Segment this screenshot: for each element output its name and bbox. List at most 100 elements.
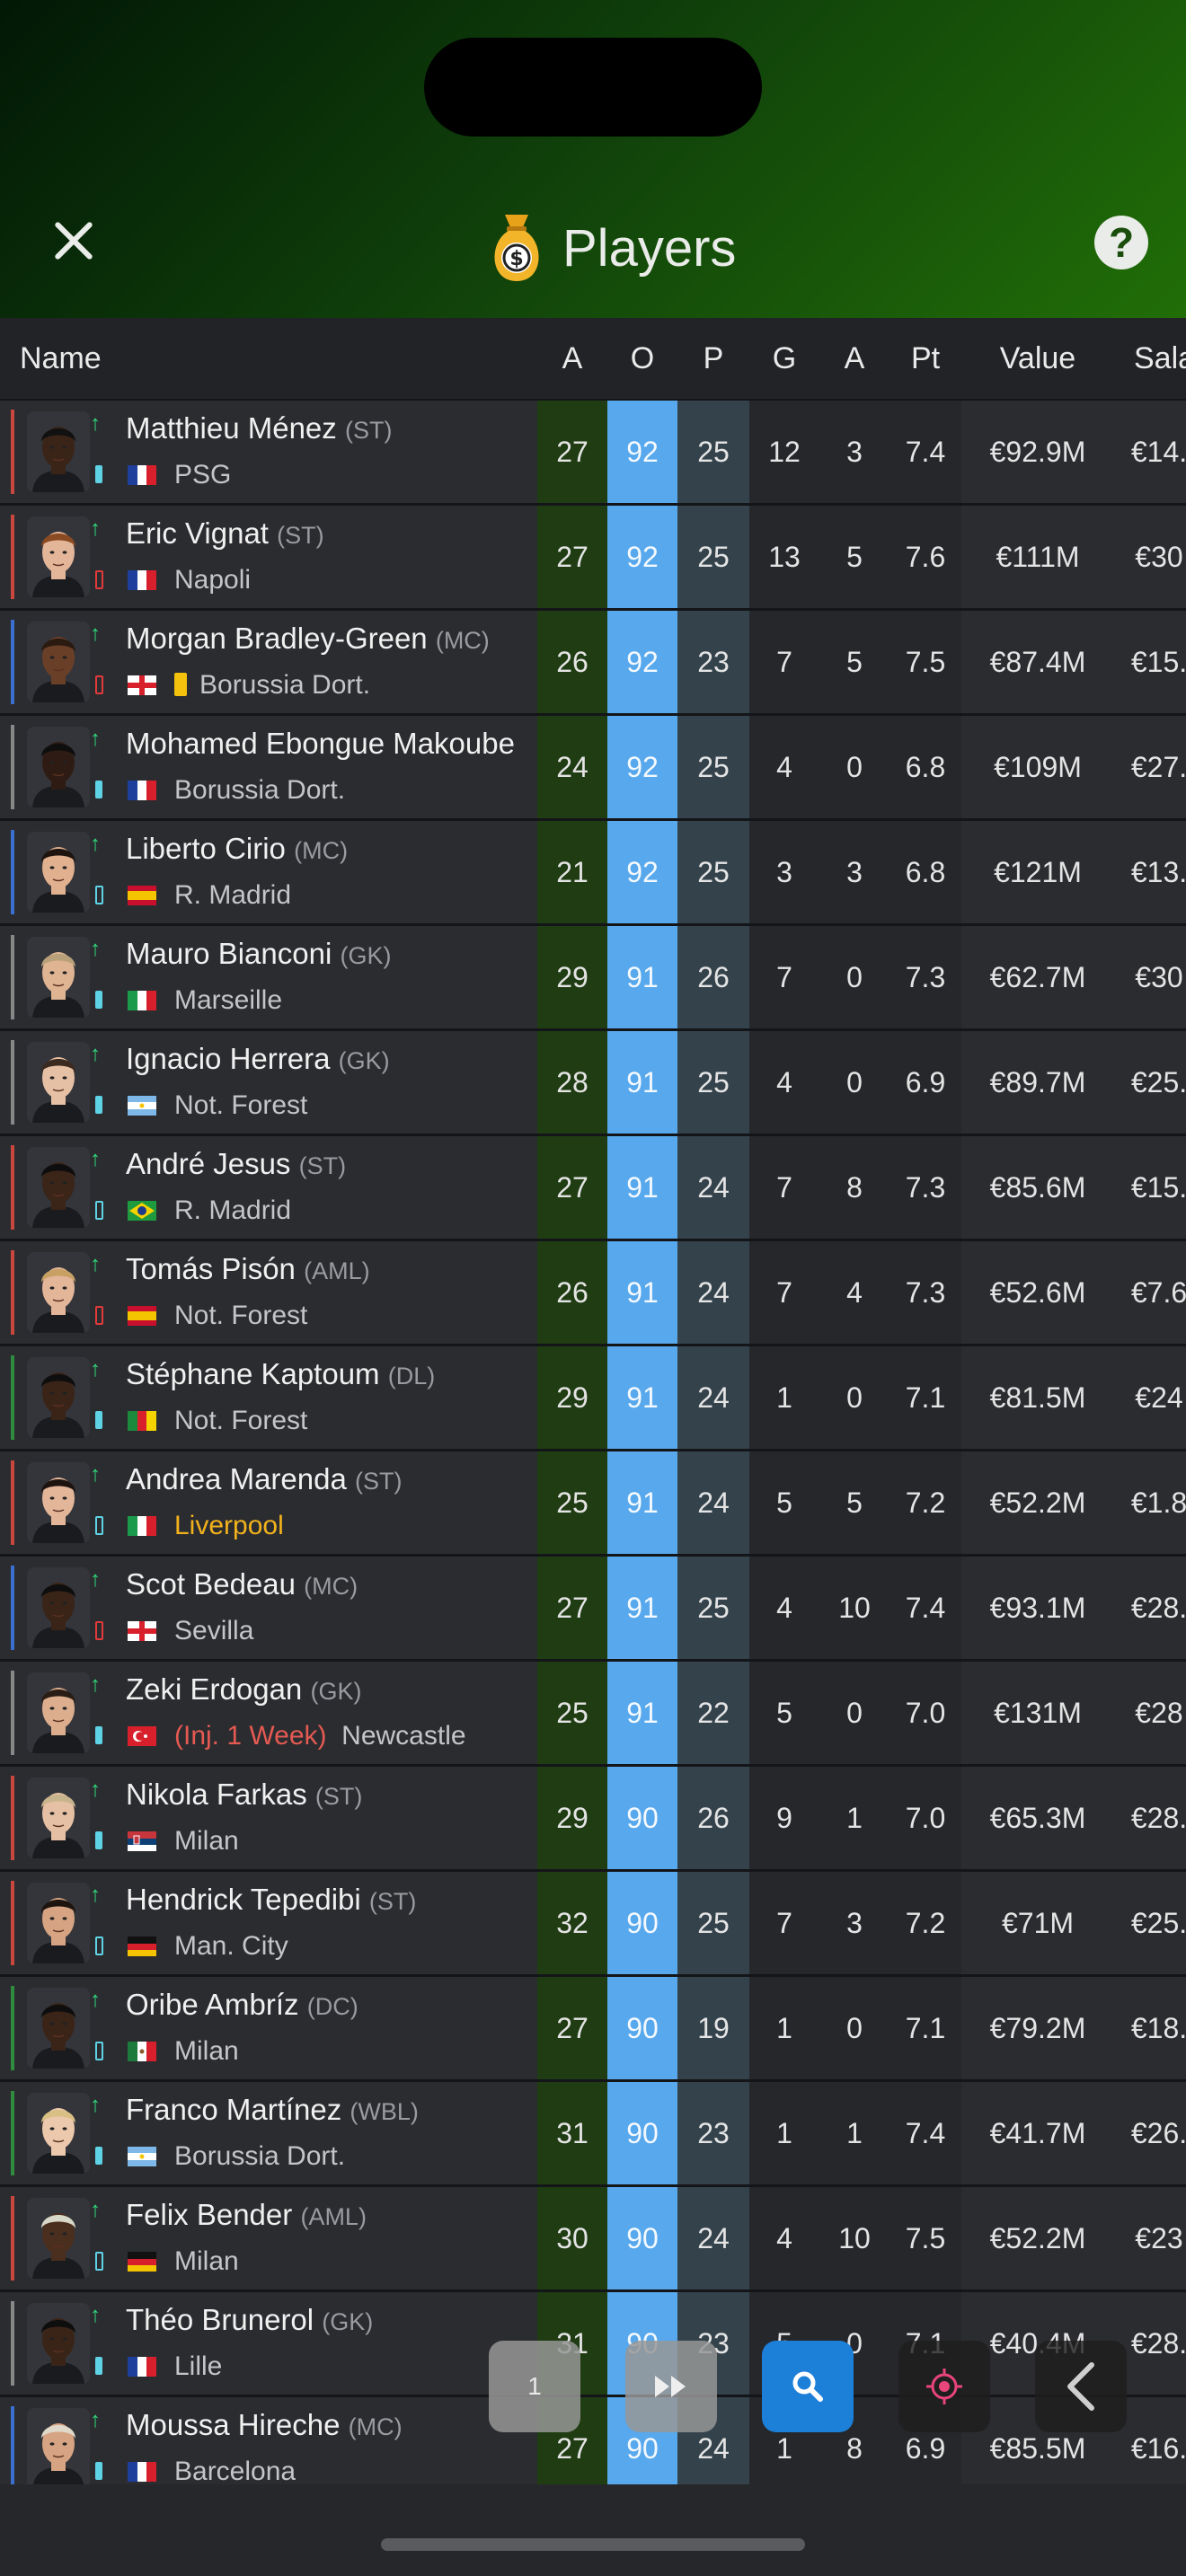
col-potential[interactable]: P xyxy=(703,341,724,375)
battery-icon xyxy=(95,570,103,589)
battery-icon xyxy=(95,1936,103,1955)
player-name[interactable]: Matthieu Ménez (ST) xyxy=(126,411,393,445)
up-arrow-icon: ↑ xyxy=(90,1778,101,1802)
position-stripe xyxy=(11,410,14,494)
table-row[interactable]: ↑ Zeki Erdogan (GK) (Inj. 1 Week) Newcas… xyxy=(0,1662,1186,1767)
close-icon[interactable] xyxy=(45,212,102,269)
flag-icon xyxy=(128,1936,156,1956)
back-button[interactable] xyxy=(1035,2341,1127,2432)
player-name[interactable]: Nikola Farkas (ST) xyxy=(126,1778,363,1811)
flag-icon xyxy=(128,1306,156,1326)
goals-cell: 3 xyxy=(749,821,819,923)
up-arrow-icon: ↑ xyxy=(90,1147,101,1171)
salary-cell: €27. xyxy=(1114,716,1186,818)
player-name[interactable]: Liberto Cirio (MC) xyxy=(126,832,349,865)
table-row[interactable]: ↑ Eric Vignat (ST) Napoli 27 92 25 13 5 … xyxy=(0,506,1186,611)
table-row[interactable]: ↑ Ignacio Herrera (GK) Not. Forest 28 91… xyxy=(0,1031,1186,1136)
player-name[interactable]: Tomás Pisón (AML) xyxy=(126,1252,370,1285)
table-row[interactable]: ↑ Hendrick Tepedibi (ST) Man. City 32 90… xyxy=(0,1872,1186,1977)
table-row[interactable]: ↑ Tomás Pisón (AML) Not. Forest 26 91 24… xyxy=(0,1241,1186,1346)
overall-cell: 90 xyxy=(607,2082,677,2184)
overall-cell: 91 xyxy=(607,1136,677,1239)
points-cell: 7.0 xyxy=(890,1767,961,1869)
assists-cell: 8 xyxy=(819,1136,890,1239)
table-row[interactable]: ↑ Mohamed Ebongue Makoube Borussia Dort.… xyxy=(0,716,1186,821)
up-arrow-icon: ↑ xyxy=(90,1462,101,1486)
player-name[interactable]: Felix Bender (AML) xyxy=(126,2198,367,2231)
table-row[interactable]: ↑ André Jesus (ST) R. Madrid 27 91 24 7 … xyxy=(0,1136,1186,1241)
col-goals[interactable]: G xyxy=(772,341,797,375)
value-cell: €81.5M xyxy=(961,1346,1114,1449)
battery-icon xyxy=(95,781,102,798)
table-row[interactable]: ↑ Scot Bedeau (MC) Sevilla 27 91 25 4 10… xyxy=(0,1557,1186,1662)
points-cell: 6.9 xyxy=(890,1031,961,1134)
overall-cell: 91 xyxy=(607,926,677,1028)
player-club: Liverpool xyxy=(174,1511,284,1540)
up-arrow-icon: ↑ xyxy=(90,832,101,856)
home-indicator[interactable] xyxy=(381,2538,805,2551)
table-row[interactable]: ↑ Morgan Bradley-Green (MC) Borussia Dor… xyxy=(0,611,1186,716)
battery-icon xyxy=(95,1621,103,1640)
fast-forward-button[interactable] xyxy=(625,2341,717,2432)
points-cell: 6.8 xyxy=(890,821,961,923)
player-name[interactable]: Eric Vignat (ST) xyxy=(126,516,324,550)
points-cell: 7.4 xyxy=(890,2082,961,2184)
player-name[interactable]: Ignacio Herrera (GK) xyxy=(126,1042,390,1075)
col-assists[interactable]: A xyxy=(844,341,865,375)
player-name[interactable]: Andrea Marenda (ST) xyxy=(126,1462,403,1495)
col-name[interactable]: Name xyxy=(20,341,102,375)
potential-cell: 25 xyxy=(677,716,749,818)
table-row[interactable]: ↑ Felix Bender (AML) Milan 30 90 24 4 10… xyxy=(0,2187,1186,2292)
goals-cell: 1 xyxy=(749,1346,819,1449)
player-name[interactable]: Stéphane Kaptoum (DL) xyxy=(126,1357,436,1390)
position-stripe xyxy=(11,1040,14,1125)
player-name[interactable]: Théo Brunerol (GK) xyxy=(126,2303,374,2336)
table-row[interactable]: ↑ Théo Brunerol (GK) Lille 31 90 23 5 0 … xyxy=(0,2292,1186,2397)
search-button[interactable] xyxy=(762,2341,854,2432)
col-salary[interactable]: Sala xyxy=(1134,341,1186,375)
table-row[interactable]: ↑ Moussa Hireche (MC) Barcelona 27 90 24… xyxy=(0,2397,1186,2484)
col-overall[interactable]: O xyxy=(630,341,655,375)
avatar xyxy=(27,2408,90,2484)
table-row[interactable]: ↑ Nikola Farkas (ST) Milan 29 90 26 9 1 … xyxy=(0,1767,1186,1872)
player-name[interactable]: Mohamed Ebongue Makoube xyxy=(126,727,515,760)
player-position: (GK) xyxy=(340,942,392,969)
assists-cell: 0 xyxy=(819,1031,890,1134)
age-cell: 26 xyxy=(537,1241,607,1344)
player-club: Borussia Dort. xyxy=(174,775,346,805)
age-cell: 25 xyxy=(537,1662,607,1764)
player-name[interactable]: André Jesus (ST) xyxy=(126,1147,347,1180)
avatar xyxy=(27,832,90,913)
table-row[interactable]: ↑ Oribe Ambríz (DC) Milan 27 90 19 1 0 7… xyxy=(0,1977,1186,2082)
table-row[interactable]: ↑ Liberto Cirio (MC) R. Madrid 21 92 25 … xyxy=(0,821,1186,926)
page-button[interactable]: 1 xyxy=(489,2341,580,2432)
age-cell: 30 xyxy=(537,2187,607,2289)
goals-cell: 4 xyxy=(749,2187,819,2289)
locate-button[interactable] xyxy=(898,2341,990,2432)
table-row[interactable]: ↑ Matthieu Ménez (ST) PSG 27 92 25 12 3 … xyxy=(0,401,1186,506)
table-row[interactable]: ↑ Mauro Bianconi (GK) Marseille 29 91 26… xyxy=(0,926,1186,1031)
battery-icon xyxy=(95,991,102,1009)
player-name[interactable]: Mauro Bianconi (GK) xyxy=(126,937,392,970)
player-position: (MC) xyxy=(304,1573,358,1600)
value-cell: €89.7M xyxy=(961,1031,1114,1134)
col-age[interactable]: A xyxy=(562,341,583,375)
table-row[interactable]: ↑ Franco Martínez (WBL) Borussia Dort. 3… xyxy=(0,2082,1186,2187)
player-name[interactable]: Franco Martínez (WBL) xyxy=(126,2093,419,2126)
player-name[interactable]: Scot Bedeau (MC) xyxy=(126,1567,358,1601)
player-name[interactable]: Morgan Bradley-Green (MC) xyxy=(126,622,490,655)
battery-icon xyxy=(95,1411,102,1429)
player-name[interactable]: Hendrick Tepedibi (ST) xyxy=(126,1883,417,1916)
col-points[interactable]: Pt xyxy=(910,341,941,375)
col-value[interactable]: Value xyxy=(999,341,1076,375)
position-stripe xyxy=(11,1671,14,1755)
player-name[interactable]: Moussa Hireche (MC) xyxy=(126,2408,403,2441)
table-row[interactable]: ↑ Stéphane Kaptoum (DL) Not. Forest 29 9… xyxy=(0,1346,1186,1451)
table-row[interactable]: ↑ Andrea Marenda (ST) Liverpool 25 91 24… xyxy=(0,1451,1186,1557)
help-icon[interactable]: ? xyxy=(1094,216,1148,269)
player-name[interactable]: Oribe Ambríz (DC) xyxy=(126,1988,358,2021)
player-name[interactable]: Zeki Erdogan (GK) xyxy=(126,1672,362,1706)
goals-cell: 7 xyxy=(749,1241,819,1344)
overall-cell: 90 xyxy=(607,1767,677,1869)
flag-icon xyxy=(128,991,156,1010)
